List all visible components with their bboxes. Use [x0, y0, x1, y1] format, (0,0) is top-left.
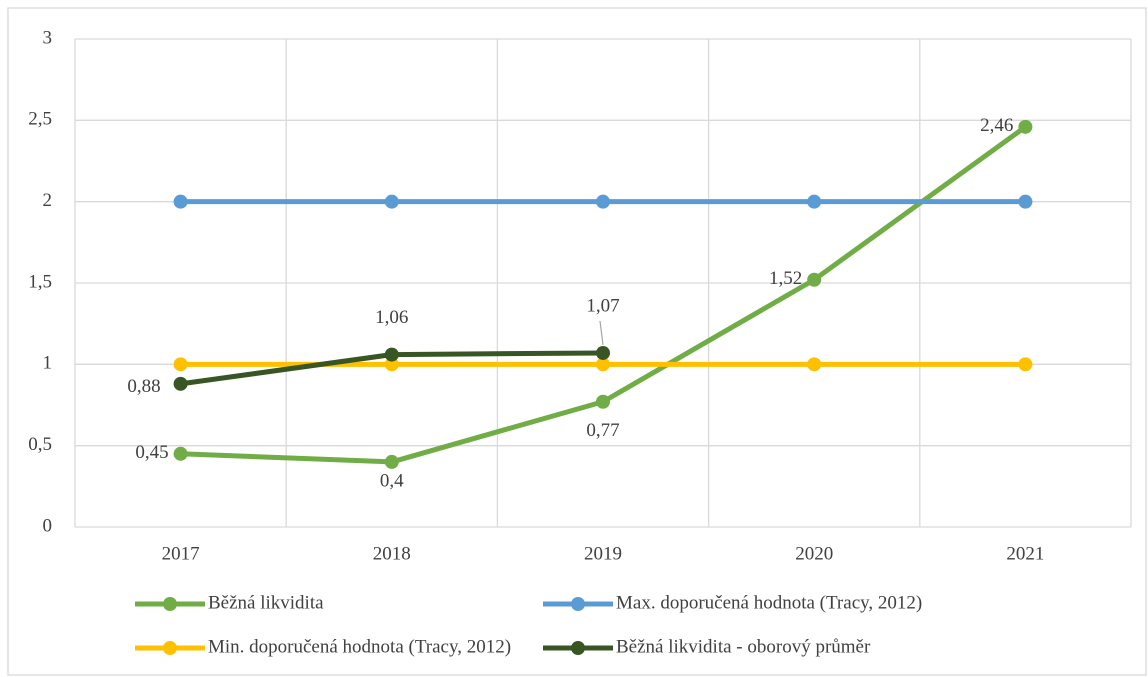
marker [1018, 119, 1033, 134]
marker [384, 194, 399, 209]
x-tick-label: 2017 [162, 543, 200, 564]
leader-line [599, 320, 604, 346]
data-label: 0,88 [127, 376, 160, 397]
data-label: 1,07 [586, 295, 619, 316]
marker [173, 194, 188, 209]
data-label: 1,52 [769, 268, 802, 289]
marker [173, 357, 188, 372]
marker [384, 454, 399, 469]
legend-marker [571, 641, 585, 655]
marker [173, 446, 188, 461]
y-tick-label: 0,5 [28, 434, 52, 455]
legend-label: Min. doporučená hodnota (Tracy, 2012) [208, 636, 511, 657]
y-tick-label: 2,5 [28, 109, 52, 130]
x-tick-label: 2020 [795, 543, 833, 564]
legend-marker [163, 641, 177, 655]
x-tick-label: 2021 [1006, 543, 1044, 564]
x-tick-label: 2018 [373, 543, 411, 564]
chart-border [7, 7, 1147, 676]
legend-label: Max. doporučená hodnota (Tracy, 2012) [616, 592, 922, 613]
legend-marker [163, 597, 177, 611]
data-label: 0,77 [586, 420, 619, 441]
marker [384, 347, 399, 362]
y-tick-label: 0 [43, 515, 53, 536]
marker [596, 345, 610, 360]
legend-label: Běžná likvidita - oborový průměr [616, 636, 871, 657]
y-tick-label: 2 [43, 190, 53, 211]
data-label: 0,45 [135, 442, 168, 463]
marker [596, 194, 610, 209]
legend-label: Běžná likvidita [208, 592, 324, 613]
marker [1018, 194, 1033, 209]
marker [596, 357, 610, 372]
marker [807, 357, 822, 372]
data-label: 2,46 [980, 115, 1013, 136]
data-label: 1,06 [375, 307, 408, 328]
x-tick-label: 2019 [584, 543, 622, 564]
marker [807, 272, 822, 287]
marker [384, 357, 399, 372]
marker [807, 194, 822, 209]
y-tick-label: 1 [43, 353, 53, 374]
y-tick-label: 3 [43, 27, 53, 48]
marker [596, 394, 610, 409]
marker [1018, 357, 1033, 372]
data-label: 0,4 [380, 470, 404, 491]
legend-marker [571, 597, 585, 611]
marker [173, 376, 188, 391]
y-tick-label: 1,5 [28, 271, 52, 292]
